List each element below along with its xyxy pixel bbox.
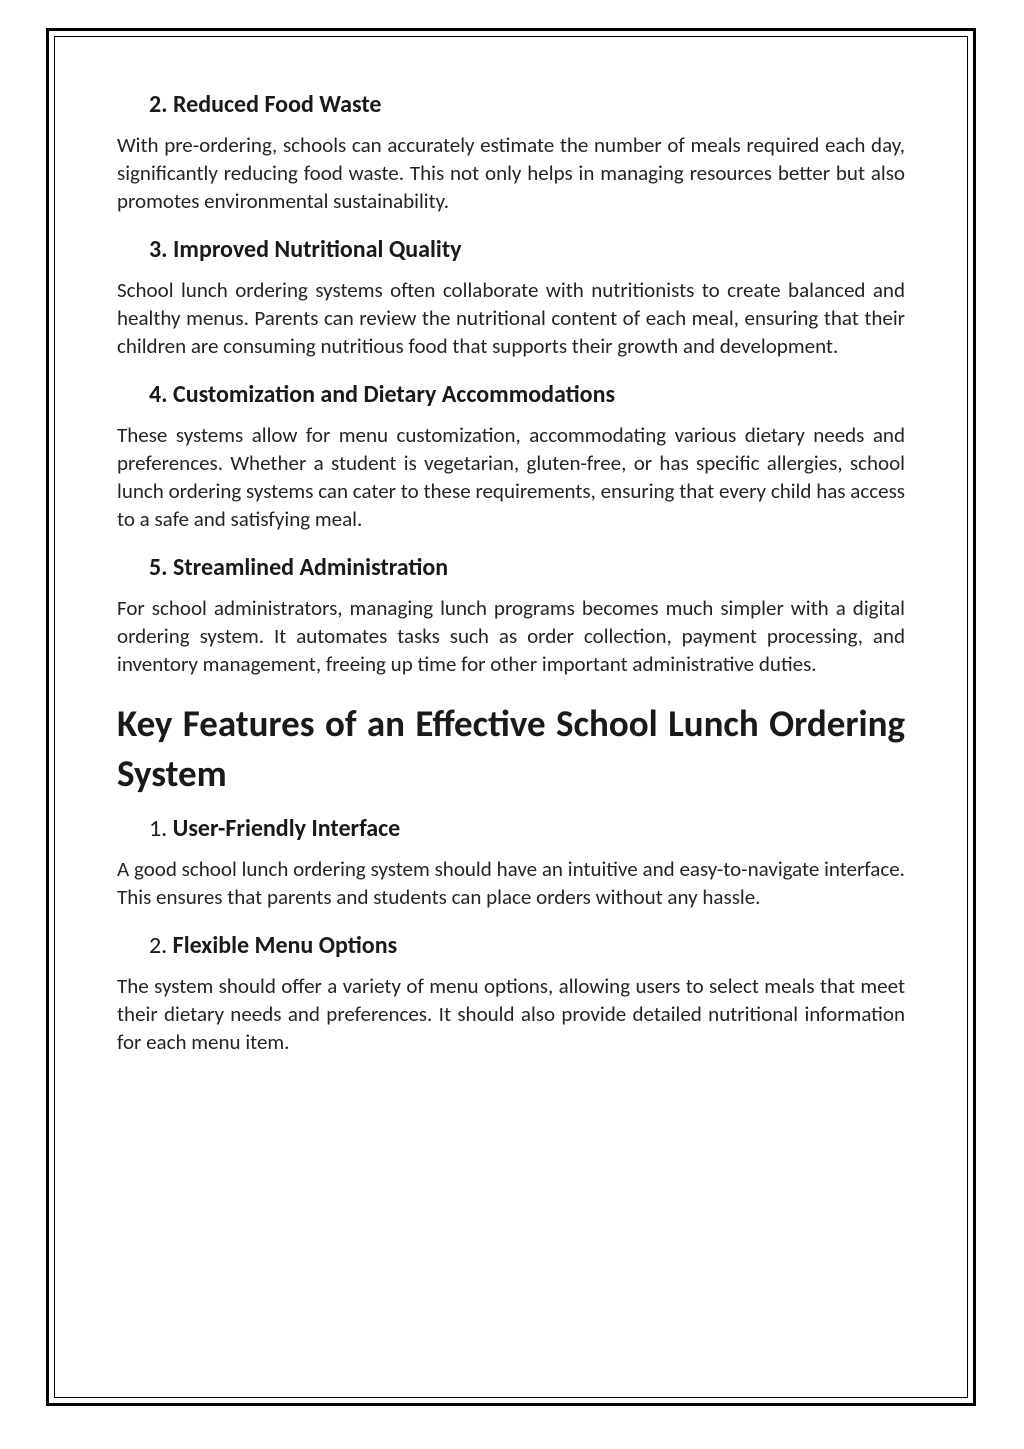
main-heading: Key Features of an Effective School Lunc…: [117, 699, 905, 799]
section-title: Streamlined Administration: [173, 553, 448, 582]
section-body: With pre-ordering, schools can accuratel…: [117, 132, 905, 216]
section-heading: 4. Customization and Dietary Accommodati…: [117, 379, 905, 410]
feature-number: 1.: [149, 814, 167, 843]
feature-title: User-Friendly Interface: [173, 814, 401, 843]
section-number: 3.: [149, 235, 168, 264]
section-number: 4.: [149, 380, 168, 409]
section-body: School lunch ordering systems often coll…: [117, 277, 905, 361]
section-heading: 3. Improved Nutritional Quality: [117, 234, 905, 265]
section-body: These systems allow for menu customizati…: [117, 422, 905, 534]
section-body: For school administrators, managing lunc…: [117, 595, 905, 679]
section-heading: 2. Reduced Food Waste: [117, 89, 905, 120]
section-title: Reduced Food Waste: [173, 90, 381, 119]
document-content: 2. Reduced Food Waste With pre-ordering,…: [55, 37, 967, 1123]
section-title: Customization and Dietary Accommodations: [173, 380, 615, 409]
feature-number: 2.: [149, 931, 167, 960]
feature-heading: 2. Flexible Menu Options: [117, 930, 905, 961]
page-inner-border: 2. Reduced Food Waste With pre-ordering,…: [54, 36, 968, 1398]
feature-heading: 1. User-Friendly Interface: [117, 813, 905, 844]
section-number: 5.: [149, 553, 168, 582]
feature-body: The system should offer a variety of men…: [117, 973, 905, 1057]
section-title: Improved Nutritional Quality: [173, 235, 462, 264]
feature-body: A good school lunch ordering system shou…: [117, 856, 905, 912]
section-number: 2.: [149, 90, 168, 119]
page-outer-border: 2. Reduced Food Waste With pre-ordering,…: [46, 28, 976, 1406]
section-heading: 5. Streamlined Administration: [117, 552, 905, 583]
feature-title: Flexible Menu Options: [173, 931, 397, 960]
